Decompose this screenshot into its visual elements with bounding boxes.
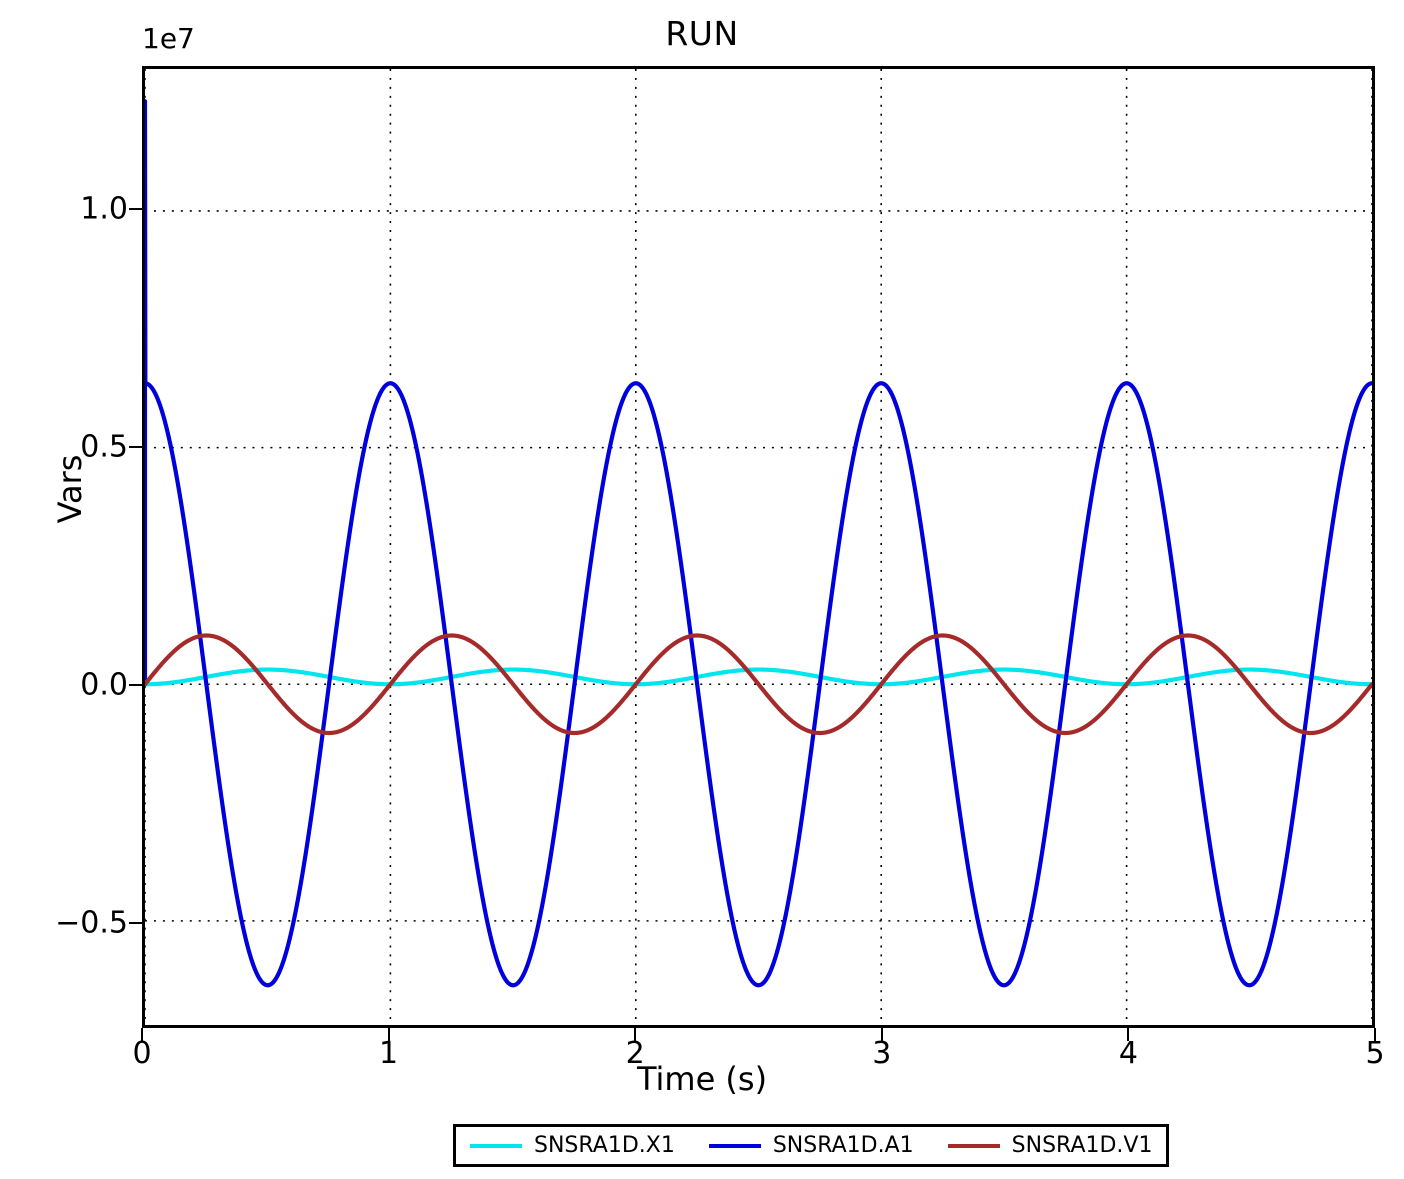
gridlines — [145, 69, 1372, 1025]
x-tick-mark — [387, 1028, 390, 1041]
legend-label: SNSRA1D.A1 — [772, 1133, 914, 1158]
y-tick-mark — [129, 207, 143, 210]
legend-label: SNSRA1D.V1 — [1011, 1133, 1153, 1158]
legend-line-swatch-icon — [470, 1143, 522, 1148]
y-axis-label: Vars — [51, 454, 89, 524]
y-tick-mark — [129, 684, 143, 687]
legend-box: SNSRA1D.X1 SNSRA1D.A1 SNSRA1D.V1 — [453, 1124, 1170, 1167]
x-tick-label: 1 — [379, 1036, 399, 1071]
x-tick-mark — [1374, 1028, 1376, 1041]
x-tick-label: 3 — [872, 1036, 892, 1071]
legend-entry[interactable]: SNSRA1D.X1 — [470, 1133, 675, 1158]
y-tick-label: −0.5 — [55, 905, 128, 941]
y-axis-offset-label: 1e7 — [142, 22, 195, 55]
x-tick-label: 2 — [625, 1036, 645, 1071]
x-tick-mark — [880, 1028, 883, 1041]
x-tick-mark — [1127, 1028, 1130, 1041]
series-line-SNSRA1D-A1 — [145, 99, 1372, 988]
legend-line-swatch-icon — [708, 1143, 761, 1148]
y-tick-mark — [129, 445, 143, 448]
y-tick-mark — [129, 922, 143, 925]
x-tick-label: 0 — [132, 1036, 152, 1071]
legend-entry[interactable]: SNSRA1D.A1 — [708, 1133, 914, 1158]
series-line-SNSRA1D-V1 — [145, 633, 1372, 736]
y-tick-label: 1.0 — [80, 191, 128, 227]
chart-title: RUN — [665, 14, 739, 53]
y-tick-label: 0.5 — [80, 429, 128, 465]
legend-entry[interactable]: SNSRA1D.V1 — [947, 1133, 1153, 1158]
x-tick-mark — [141, 1028, 143, 1041]
data-curves — [145, 99, 1372, 988]
x-tick-mark — [634, 1028, 637, 1041]
x-tick-label: 4 — [1118, 1036, 1138, 1071]
plot-area — [142, 66, 1375, 1028]
y-tick-label: 0.0 — [80, 667, 128, 703]
legend-label: SNSRA1D.X1 — [534, 1133, 675, 1158]
legend-line-swatch-icon — [947, 1143, 1000, 1148]
x-axis-label: Time (s) — [636, 1060, 768, 1098]
plot-svg — [145, 69, 1372, 1025]
series-line-SNSRA1D-X1 — [145, 667, 1372, 687]
x-tick-label: 5 — [1365, 1036, 1385, 1071]
